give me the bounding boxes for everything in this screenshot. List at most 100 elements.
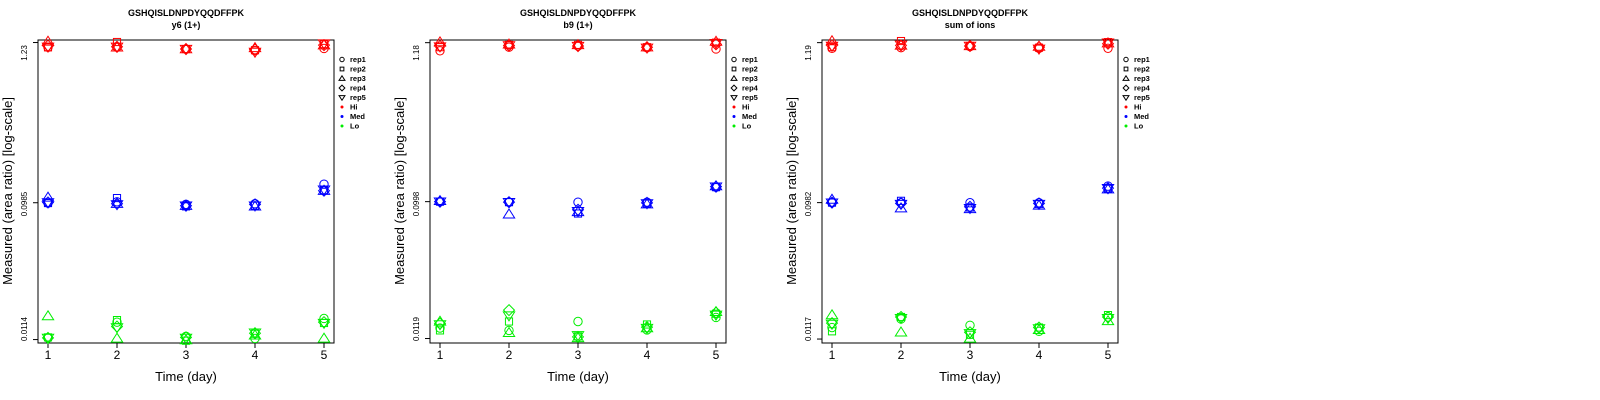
data-point-med-rep3 [41,191,55,202]
panel-2-x-tick-label: 4 [644,348,651,362]
data-point-med-rep5 [571,207,585,218]
panel-1-y-axis-label: Measured (area ratio) [log-scale] [0,97,15,285]
data-point-hi-rep5 [1032,44,1046,56]
panel-2-subtitle: b9 (1+) [563,20,592,30]
legend-dot-lo [340,124,344,128]
data-point-hi-rep5 [41,42,55,53]
data-point-lo-rep5 [1101,314,1115,325]
panel-1-legend-symbols [338,56,346,128]
data-point-med-rep5 [640,199,654,210]
data-point-hi-rep2 [250,46,260,55]
panel-2-y-tick-label: 1.18 [412,45,421,61]
data-point-lo-rep2 [827,327,837,336]
panel-1-y-tick-label: 0.0114 [20,317,29,341]
panel-3-title: GSHQISLDNPDYQQDFFPK [912,8,1029,18]
panel-2-y-tick-label: 0.0119 [412,317,421,341]
panel-3: GSHQISLDNPDYQQDFFPK sum of ions 1 2 3 4 … [784,8,1151,384]
data-point-hi-rep5 [248,47,262,59]
panel-2-legend-symbols [730,56,738,128]
legend-symbol-rep2 [339,66,345,72]
data-point-lo-rep5 [433,320,447,331]
data-point-lo-rep5 [502,311,516,322]
data-point-hi-rep3 [640,41,654,52]
panel-1-x-axis-label: Time (day) [155,369,217,384]
panel-3-subtitle: sum of ions [945,20,996,30]
panel-1-plot-box [37,39,335,344]
data-point-med-rep5 [41,198,55,209]
panel-1-points [33,35,331,348]
data-point-med-rep1 [827,197,837,208]
panel-2-x-tick-label: 5 [713,348,720,362]
legend-symbol-rep2 [1123,66,1129,72]
legend-symbol-rep1 [1123,56,1129,63]
data-point-hi-rep5 [963,41,977,53]
legend-symbol-rep5 [338,95,346,102]
legend-symbol-rep2 [731,66,737,72]
panel-1-x-tick-label: 5 [321,348,328,362]
legend-label-med: Med [742,112,757,121]
data-point-hi-rep3 [502,38,516,49]
legend-dot-med [1124,115,1128,118]
data-point-lo-rep1 [965,320,975,330]
panel-2-plot-box [429,39,727,344]
data-point-lo-rep1 [827,322,837,333]
panel-2-y-tick-label: 0.0998 [412,191,421,216]
legend-label-rep1: rep1 [1134,55,1150,64]
legend-label-rep4: rep4 [1134,84,1151,93]
data-point-lo-rep4 [1101,310,1115,324]
data-point-lo-rep3 [502,326,516,338]
data-point-med-rep1 [965,198,975,208]
data-point-med-rep5 [1101,184,1115,195]
panel-2: GSHQISLDNPDYQQDFFPK b9 (1+) 1 2 3 4 5 Ti… [392,8,759,384]
data-point-med-rep5 [825,198,839,209]
legend-symbol-rep4 [338,84,346,92]
data-point-hi-rep3 [709,35,723,46]
data-point-lo-rep1 [112,317,122,327]
data-point-hi-rep5 [179,44,193,56]
panel-1-y-tick-label: 1.23 [20,45,29,61]
data-point-lo-rep5 [248,328,262,339]
panel-1-y-tick-label: 0.0985 [20,191,29,216]
panel-3-y-tick-label: 0.0117 [804,317,813,341]
data-point-lo-rep3 [825,308,839,320]
legend-label-rep1: rep1 [350,55,366,64]
panel-1-y-axis: 0.0114 0.0985 1.23 [20,45,29,341]
data-point-lo-rep5 [709,310,723,321]
data-point-hi-rep5 [110,42,124,53]
data-point-hi-rep1 [827,43,837,53]
data-point-med-rep3 [502,208,516,219]
data-point-lo-rep5 [571,331,585,342]
panel-1-x-tick-label: 3 [183,348,190,362]
data-point-hi-rep3 [41,35,55,46]
panel-3-legend-symbols [1122,56,1130,128]
data-point-med-rep3 [433,194,447,206]
data-point-lo-rep1 [319,313,329,324]
legend-label-rep4: rep4 [350,84,367,93]
panel-1-subtitle: y6 (1+) [172,20,201,30]
data-point-lo-rep5 [640,323,654,335]
data-point-hi-rep5 [894,40,908,52]
panel-1: GSHQISLDNPDYQQDFFPK y6 (1+) 1 2 3 4 5 Ti… [0,8,367,384]
legend-label-hi: Hi [350,103,358,112]
data-point-med-rep5 [1032,199,1046,211]
data-point-med-rep2 [43,198,53,208]
data-point-lo-rep1 [435,323,445,333]
data-point-lo-rep3 [963,332,977,343]
legend-label-rep3: rep3 [742,74,758,83]
data-point-lo-rep3 [640,321,654,333]
panel-3-x-axis: 1 2 3 4 5 [829,348,1112,362]
legend-dot-lo [1124,124,1128,128]
data-point-med-rep4 [248,198,262,211]
panel-2-y-axis-label: Measured (area ratio) [log-scale] [392,97,407,285]
data-point-lo-rep1 [573,316,583,327]
panel-3-x-tick-label: 1 [829,348,836,362]
data-point-lo-rep3 [571,331,585,343]
data-point-med-rep5 [317,185,331,196]
data-point-hi-rep5 [640,43,654,54]
data-point-hi-rep3 [433,35,447,47]
data-point-lo-rep5 [110,323,124,334]
data-point-med-rep1 [504,197,514,207]
legend-label-rep2: rep2 [350,65,366,74]
panel-2-x-tick-label: 3 [575,348,582,362]
data-point-hi-rep3 [825,34,839,46]
